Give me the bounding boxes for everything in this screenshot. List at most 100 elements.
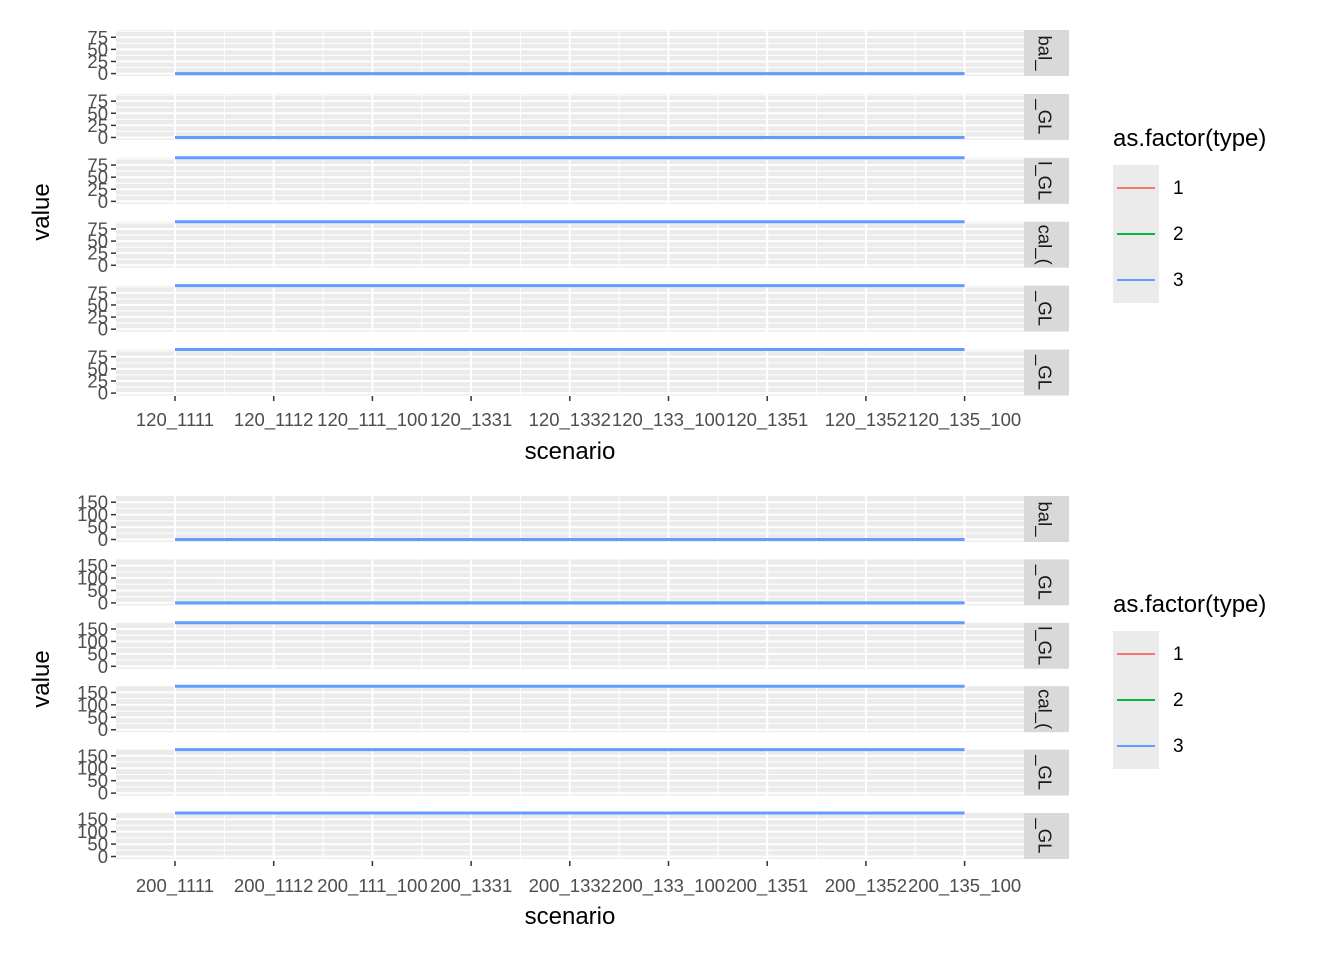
y-tick-label: 50 [87,167,108,188]
y-tick-label: 150 [77,682,108,703]
legend-label: 2 [1173,690,1184,711]
legend-label: 3 [1173,736,1184,757]
y-tick-label: 0 [98,656,108,677]
y-tick-label: 75 [87,282,108,303]
y-tick-label: 0 [98,191,108,212]
y-tick-label: 100 [77,568,108,589]
facet-strip-label: _GL [1034,98,1056,134]
facet-strip [1024,686,1069,733]
y-tick-label: 75 [87,91,108,112]
facet-strip-label: l_GL [1034,161,1056,200]
y-tick-label: 0 [98,255,108,276]
y-tick-label: 0 [98,783,108,804]
facet-strip [1024,30,1069,76]
y-tick-label: 75 [87,27,108,48]
y-tick-label: 0 [98,63,108,84]
y-tick-label: 25 [87,115,108,136]
facet-strip-label: l_GL [1034,626,1056,665]
x-tick-label: 120_1332 [529,409,611,431]
y-tick-label: 50 [87,517,108,538]
legend-label: 3 [1173,270,1184,291]
facet-strip-label: _GL [1034,354,1056,390]
y-tick-label: 0 [98,383,108,404]
y-tick-label: 150 [77,809,108,830]
y-tick-label: 50 [87,231,108,252]
facet-strip [1024,813,1069,859]
y-tick-label: 25 [87,370,108,391]
facet-strip [1024,496,1069,542]
x-tick-label: 200_1351 [726,875,808,897]
y-tick-label: 75 [87,218,108,239]
x-tick-label: 120_1351 [726,409,808,431]
x-tick-label: 200_135_100 [908,875,1021,897]
facet-strip-label: bal_ [1034,502,1056,538]
facet-strip [1024,622,1069,669]
x-tick-label: 200_1352 [825,875,907,897]
y-tick-label: 50 [87,39,108,60]
x-tick-label: 120_1112 [234,409,314,431]
y-tick-label: 50 [87,707,108,728]
x-tick-label: 200_1111 [136,875,214,897]
legend: as.factor(type) 1 2 3 [1113,125,1266,303]
facet-strip-label: bal_ [1034,36,1056,72]
y-tick-label: 0 [98,846,108,867]
y-tick-label: 25 [87,51,108,72]
x-tick-label: 200_1112 [234,875,314,897]
y-tick-label: 100 [77,631,108,652]
y-tick-label: 50 [87,834,108,855]
legend-title: as.factor(type) [1113,591,1266,618]
x-tick-label: 200_1331 [430,875,512,897]
y-tick-label: 150 [77,492,108,513]
x-tick-label: 200_111_100 [317,875,427,897]
facet-strip [1024,157,1069,204]
y-tick-label: 25 [87,243,108,264]
y-tick-label: 75 [87,155,108,176]
facet-strip-label: cal_( [1034,225,1056,266]
y-tick-label: 0 [98,127,108,148]
legend-title: as.factor(type) [1113,125,1266,152]
facet-strip-label: _GL [1034,818,1056,854]
y-tick-label: 150 [77,619,108,640]
y-tick-label: 150 [77,555,108,576]
y-tick-label: 0 [98,319,108,340]
x-axis-title: scenario [525,903,616,930]
y-tick-label: 50 [87,580,108,601]
y-tick-label: 0 [98,719,108,740]
facet-strip [1024,285,1069,332]
y-tick-label: 25 [87,307,108,328]
legend: as.factor(type) 1 2 3 [1113,591,1266,769]
facet-strip [1024,221,1069,268]
y-axis-title: value [28,183,55,240]
x-tick-label: 200_1332 [529,875,611,897]
facet-strip-label: _GL [1034,754,1056,790]
x-tick-label: 120_135_100 [908,409,1021,431]
y-tick-label: 150 [77,745,108,766]
y-tick-label: 100 [77,694,108,715]
legend-label: 2 [1173,224,1184,245]
y-tick-label: 25 [87,179,108,200]
y-axis-title: value [28,650,55,707]
y-tick-label: 100 [77,821,108,842]
x-tick-label: 200_133_100 [612,875,725,897]
x-tick-label: 120_1111 [136,409,214,431]
facet-strip-label: cal_( [1034,689,1056,730]
x-tick-label: 120_1352 [825,409,907,431]
y-tick-label: 50 [87,770,108,791]
y-tick-label: 0 [98,529,108,550]
y-tick-label: 50 [87,358,108,379]
x-tick-label: 120_1331 [430,409,512,431]
y-tick-label: 100 [77,758,108,779]
facet-strip [1024,349,1069,396]
y-tick-label: 75 [87,346,108,367]
